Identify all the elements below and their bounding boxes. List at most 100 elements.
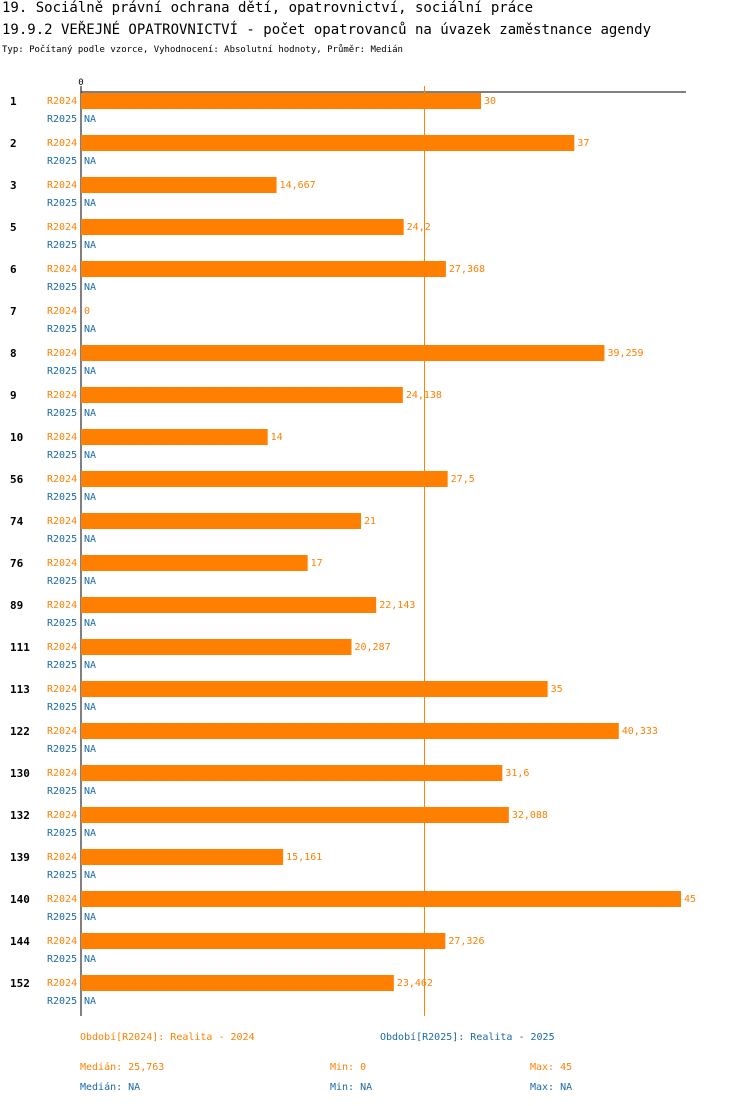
- series-label-r2025: R2025: [47, 408, 77, 419]
- category-label: 113: [10, 683, 30, 696]
- series-label-r2024: R2024: [47, 306, 77, 317]
- series-label-r2025: R2025: [47, 660, 77, 671]
- series-label-r2024: R2024: [47, 264, 77, 275]
- bar-r2024: [81, 135, 575, 151]
- bar-r2024: [81, 471, 448, 487]
- series-label-r2025: R2025: [47, 996, 77, 1007]
- series-label-r2024: R2024: [47, 432, 77, 443]
- bar-r2024: [81, 387, 403, 403]
- bar-r2024: [81, 345, 605, 361]
- value-label-r2025: NA: [84, 450, 96, 461]
- legend-period-2024: Období[R2024]: Realita - 2024: [80, 1032, 255, 1043]
- value-label-r2024: 37: [577, 138, 589, 149]
- series-label-r2024: R2024: [47, 978, 77, 989]
- bar-r2024: [81, 765, 503, 781]
- series-label-r2024: R2024: [47, 474, 77, 485]
- median-2024: Medián: 25,763: [80, 1062, 165, 1073]
- series-label-r2025: R2025: [47, 744, 77, 755]
- value-label-r2024: 21: [364, 516, 376, 527]
- value-label-r2025: NA: [84, 408, 96, 419]
- value-label-r2024: 14,667: [280, 180, 316, 191]
- value-label-r2024: 23,462: [397, 978, 433, 989]
- category-label: 6: [10, 263, 17, 276]
- axis-zero-label: 0: [78, 78, 83, 88]
- value-label-r2024: 27,5: [451, 474, 475, 485]
- category-label: 5: [10, 221, 17, 234]
- value-label-r2025: NA: [84, 702, 96, 713]
- series-label-r2025: R2025: [47, 912, 77, 923]
- value-label-r2025: NA: [84, 282, 96, 293]
- min-2025: Min: NA: [330, 1082, 373, 1093]
- value-label-r2025: NA: [84, 492, 96, 503]
- category-label: 9: [10, 389, 17, 402]
- series-label-r2025: R2025: [47, 324, 77, 335]
- bar-r2024: [81, 429, 268, 445]
- series-label-r2024: R2024: [47, 768, 77, 779]
- value-label-r2025: NA: [84, 240, 96, 251]
- bar-r2024: [81, 891, 681, 907]
- series-label-r2025: R2025: [47, 450, 77, 461]
- series-label-r2025: R2025: [47, 828, 77, 839]
- value-label-r2024: 24,2: [407, 222, 431, 233]
- bar-r2024: [81, 933, 446, 949]
- indicator-subtitle: Typ: Počítaný podle vzorce, Vyhodnocení:…: [2, 45, 403, 55]
- series-label-r2024: R2024: [47, 936, 77, 947]
- value-label-r2024: 27,326: [448, 936, 484, 947]
- max-2024: Max: 45: [530, 1062, 573, 1073]
- bar-r2024: [81, 639, 352, 655]
- bar-r2024: [81, 93, 481, 109]
- series-label-r2024: R2024: [47, 138, 77, 149]
- value-label-r2025: NA: [84, 870, 96, 881]
- series-label-r2025: R2025: [47, 618, 77, 629]
- value-label-r2025: NA: [84, 912, 96, 923]
- series-label-r2024: R2024: [47, 96, 77, 107]
- value-label-r2025: NA: [84, 786, 96, 797]
- series-label-r2025: R2025: [47, 114, 77, 125]
- series-label-r2025: R2025: [47, 954, 77, 965]
- category-label: 3: [10, 179, 17, 192]
- value-label-r2024: 31,6: [505, 768, 529, 779]
- value-label-r2025: NA: [84, 744, 96, 755]
- value-label-r2024: 17: [311, 558, 323, 569]
- category-label: 56: [10, 473, 24, 486]
- category-label: 89: [10, 599, 23, 612]
- series-label-r2024: R2024: [47, 852, 77, 863]
- value-label-r2024: 32,088: [512, 810, 548, 821]
- series-label-r2025: R2025: [47, 786, 77, 797]
- series-label-r2024: R2024: [47, 180, 77, 191]
- category-label: 7: [10, 305, 17, 318]
- value-label-r2024: 39,259: [607, 348, 643, 359]
- value-label-r2025: NA: [84, 996, 96, 1007]
- series-label-r2025: R2025: [47, 492, 77, 503]
- legend-period-2025: Období[R2025]: Realita - 2025: [380, 1032, 555, 1043]
- value-label-r2024: 45: [684, 894, 696, 905]
- value-label-r2024: 40,333: [622, 726, 658, 737]
- value-label-r2025: NA: [84, 954, 96, 965]
- value-label-r2025: NA: [84, 534, 96, 545]
- bar-r2024: [81, 681, 548, 697]
- value-label-r2024: 24,138: [406, 390, 442, 401]
- value-label-r2024: 22,143: [379, 600, 415, 611]
- series-label-r2025: R2025: [47, 576, 77, 587]
- series-label-r2024: R2024: [47, 684, 77, 695]
- series-label-r2024: R2024: [47, 222, 77, 233]
- value-label-r2025: NA: [84, 114, 96, 125]
- series-label-r2024: R2024: [47, 348, 77, 359]
- category-label: 132: [10, 809, 30, 822]
- series-label-r2024: R2024: [47, 390, 77, 401]
- series-label-r2025: R2025: [47, 702, 77, 713]
- series-label-r2024: R2024: [47, 894, 77, 905]
- category-label: 2: [10, 137, 17, 150]
- value-label-r2024: 20,287: [354, 642, 390, 653]
- series-label-r2025: R2025: [47, 156, 77, 167]
- bar-r2024: [81, 177, 277, 193]
- value-label-r2025: NA: [84, 576, 96, 587]
- category-label: 74: [10, 515, 24, 528]
- series-label-r2024: R2024: [47, 516, 77, 527]
- max-2025: Max: NA: [530, 1082, 573, 1093]
- value-label-r2024: 0: [84, 306, 90, 317]
- category-label: 1: [10, 95, 17, 108]
- category-label: 144: [10, 935, 30, 948]
- series-label-r2024: R2024: [47, 810, 77, 821]
- series-label-r2025: R2025: [47, 366, 77, 377]
